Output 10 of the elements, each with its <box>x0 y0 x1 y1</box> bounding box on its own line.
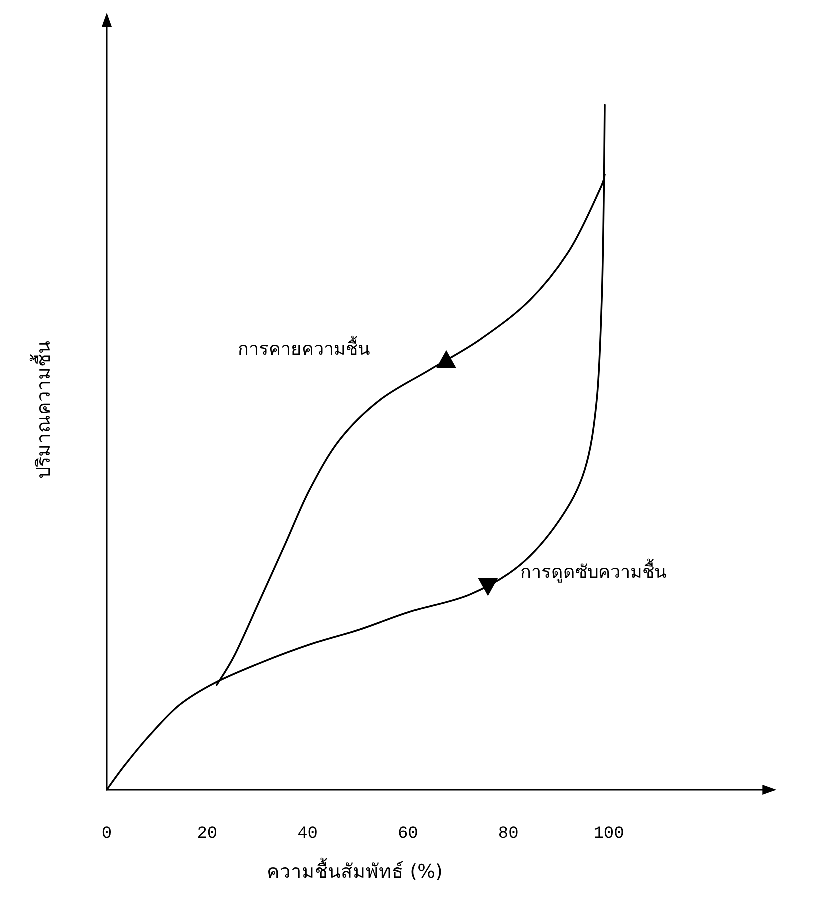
x-tick-label: 100 <box>594 825 624 844</box>
series-label: การดูดซับความชื้น <box>520 559 667 583</box>
y-axis-title: ปริมาณความชื้น <box>30 341 55 479</box>
x-tick-label: 0 <box>102 825 112 844</box>
x-tick-label: 20 <box>197 825 218 844</box>
x-tick-label: 80 <box>498 825 519 844</box>
x-tick-label: 60 <box>398 825 418 844</box>
text: การคายความชื้น <box>238 336 370 360</box>
x-axis-title: ความชื้นสัมพัทธ์ (%) <box>267 858 443 883</box>
x-tick-label: 40 <box>298 825 318 844</box>
